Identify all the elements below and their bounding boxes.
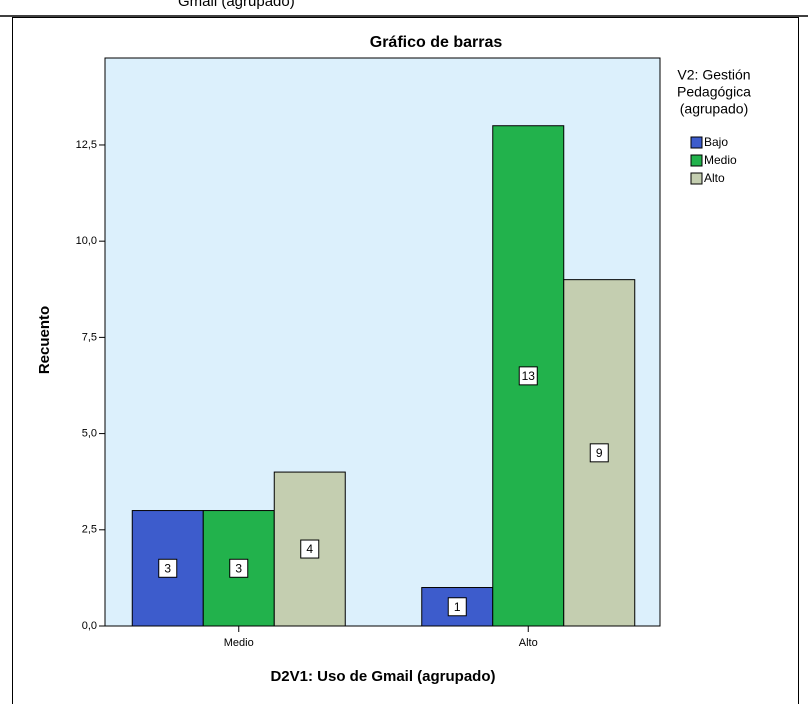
- value-label: 9: [596, 446, 603, 460]
- x-tick-label: Medio: [224, 637, 254, 649]
- value-label-box: [447, 597, 467, 617]
- value-label: 13: [522, 369, 536, 383]
- y-tick-label: 7,5: [82, 331, 97, 343]
- legend-label: Bajo: [704, 135, 728, 149]
- value-label-box: [589, 443, 609, 463]
- legend-title: (agrupado): [680, 101, 749, 117]
- value-label-box: [158, 558, 178, 578]
- legend-title: V2: Gestión: [677, 67, 750, 83]
- value-label: 3: [235, 561, 242, 575]
- value-label-box: [300, 539, 320, 559]
- page-caption: Gmail (agrupado): [178, 0, 295, 10]
- y-tick-label: 10,0: [76, 235, 97, 247]
- legend-swatch: [690, 136, 703, 149]
- legend-label: Medio: [704, 153, 737, 167]
- y-axis-label: Recuento: [36, 306, 53, 374]
- y-tick-label: 5,0: [82, 427, 97, 439]
- value-label: 3: [164, 561, 171, 575]
- legend-swatch: [690, 172, 703, 185]
- value-label-box: [229, 558, 249, 578]
- value-label: 1: [454, 600, 461, 614]
- value-label-box: [518, 366, 538, 386]
- y-tick-label: 12,5: [76, 139, 97, 151]
- y-tick-label: 0,0: [82, 620, 97, 632]
- y-tick-label: 2,5: [82, 524, 97, 536]
- x-axis-label: D2V1: Uso de Gmail (agrupado): [270, 668, 495, 685]
- x-tick-label: Alto: [519, 637, 538, 649]
- chart-title: Gráfico de barras: [370, 34, 503, 51]
- legend-title: Pedagógica: [677, 84, 751, 100]
- legend-label: Alto: [704, 171, 725, 185]
- value-label: 4: [306, 542, 313, 556]
- legend-swatch: [690, 154, 703, 167]
